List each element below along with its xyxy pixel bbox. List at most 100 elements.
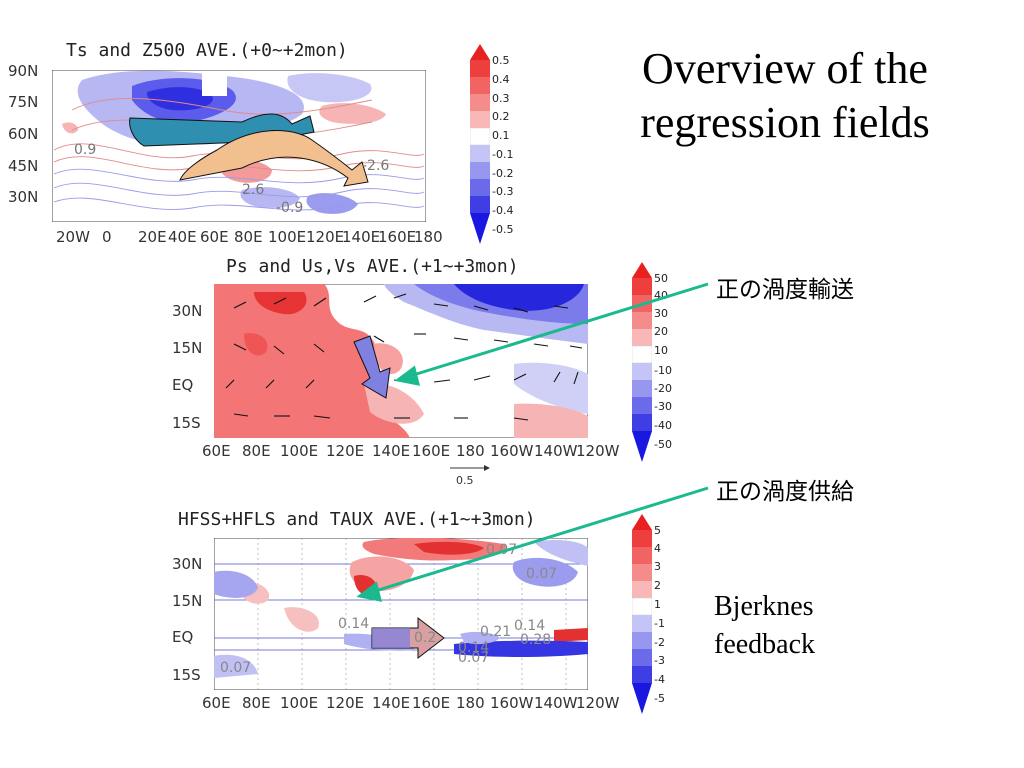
- panel3-ytick: 15S: [172, 666, 201, 684]
- panel2-ytick: 30N: [172, 302, 203, 320]
- panel2-ytick: EQ: [172, 376, 194, 394]
- cb1-tick: -0.2: [492, 167, 514, 180]
- panel2-xtick: 160E: [412, 442, 451, 460]
- panel2-xtick: 140E: [372, 442, 411, 460]
- slide-title-line2: regression fields: [640, 98, 930, 147]
- panel2-xtick: 60E: [202, 442, 231, 460]
- panel1-xtick: 160E: [378, 228, 417, 246]
- panel3-xtick: 140W: [534, 694, 578, 712]
- cb2-tick: -10: [654, 364, 672, 377]
- panel1-colorbar: [470, 44, 490, 244]
- panel2-xtick: 140W: [534, 442, 578, 460]
- cb1-tick: 0.4: [492, 73, 510, 86]
- cb2-tick: 20: [654, 325, 668, 338]
- vorticity-supply-pointer: [356, 486, 709, 602]
- cb3-tick: 3: [654, 560, 661, 573]
- panel3-contour-label: 0.07: [526, 566, 557, 582]
- panel2-xtick: 100E: [280, 442, 319, 460]
- panel3-x-axis: 60E 80E 100E 120E 140E 160E 180 160W 140…: [200, 694, 620, 714]
- cb3-tick: 4: [654, 542, 661, 555]
- cb1-tick: -0.5: [492, 223, 514, 236]
- cb3-tick: 5: [654, 524, 661, 537]
- slide-title: Overview of the regression fields: [590, 42, 980, 150]
- panel2-xtick: 160W: [490, 442, 534, 460]
- cb2-tick: 10: [654, 344, 668, 357]
- panel3-xtick: 140E: [372, 694, 411, 712]
- panel1-xtick: 180: [414, 228, 443, 246]
- panel1-ytick: 60N: [8, 125, 39, 143]
- panel1-ytick: 75N: [8, 93, 39, 111]
- panel2-colorbar: [632, 262, 652, 462]
- panel3-contour-label: 0.07: [220, 660, 251, 676]
- cb2-tick: 50: [654, 272, 668, 285]
- panel3-xtick: 80E: [242, 694, 271, 712]
- cb3-tick: -3: [654, 654, 665, 667]
- cb2-tick: 30: [654, 307, 668, 320]
- cb2-tick: -30: [654, 400, 672, 413]
- panel3-contour-label: 0.14: [458, 640, 489, 656]
- cb3-tick: 1: [654, 598, 661, 611]
- cb1-tick: 0.2: [492, 110, 510, 123]
- panel3-xtick: 60E: [202, 694, 231, 712]
- panel2-xtick: 120E: [326, 442, 365, 460]
- panel1-xtick: 120E: [306, 228, 345, 246]
- panel2-ytick: 15N: [172, 339, 203, 357]
- panel1-contour-label: -0.9: [276, 200, 303, 216]
- cb3-tick: -4: [654, 673, 665, 686]
- panel3-contour-label: 0.07: [458, 650, 489, 666]
- panel3-contour-label: 0.14: [514, 618, 545, 634]
- panel3-contour-label: 0.28: [520, 632, 551, 648]
- vorticity-transport-pointer: [394, 282, 709, 386]
- panel1-contour-label: 2.6: [242, 182, 264, 198]
- panel2-x-axis: 60E 80E 100E 120E 140E 160E 180 160W 140…: [200, 442, 620, 462]
- cb1-tick: 0.5: [492, 54, 510, 67]
- slide-title-line1: Overview of the: [642, 44, 928, 93]
- panel2-xtick: 180: [456, 442, 485, 460]
- bjerknes-feedback-label: Bjerknes feedback: [714, 588, 815, 664]
- panel1-x-axis: 20W 0 20E 40E 60E 80E 100E 120E 140E 160…: [56, 228, 446, 248]
- panel1-map: 0.9 -2.6 2.6 -0.9: [52, 70, 426, 222]
- panel2-xtick: 80E: [242, 442, 271, 460]
- panel2-vector-scale: 0.5: [450, 465, 490, 487]
- panel1-ytick: 90N: [8, 62, 39, 80]
- panel3-xtick: 120W: [576, 694, 620, 712]
- panel1-xtick: 40E: [168, 228, 197, 246]
- panel3-ytick: 15N: [172, 592, 203, 610]
- panel1-xtick: 60E: [200, 228, 229, 246]
- panel3-title: HFSS+HFLS and TAUX AVE.(+1~+3mon): [178, 509, 536, 530]
- panel3-contour-label: 0.21: [480, 624, 511, 640]
- panel1-ytick: 30N: [8, 188, 39, 206]
- bjerknes-line2: feedback: [714, 629, 816, 660]
- panel3-colorbar: [632, 514, 652, 714]
- cb3-tick: -5: [654, 692, 665, 705]
- panel3-contour-label: 0.14: [338, 616, 369, 632]
- panel1-xtick: 140E: [342, 228, 381, 246]
- panel3-contour-label: 0.2: [414, 630, 436, 646]
- panel2-map: [214, 284, 588, 438]
- panel1-xtick: 100E: [268, 228, 307, 246]
- cb1-tick: -0.1: [492, 148, 514, 161]
- panel1-ytick: 45N: [8, 157, 39, 175]
- cb1-tick: -0.4: [492, 204, 514, 217]
- panel2-title: Ps and Us,Vs AVE.(+1~+3mon): [226, 256, 519, 277]
- cb2-tick: -50: [654, 438, 672, 451]
- panel3-xtick: 100E: [280, 694, 319, 712]
- vorticity-transport-label: 正の渦度輸送: [716, 277, 854, 303]
- panel3-map: 0.07 0.07 0.14 0.2 0.21 0.14 0.28 0.14 0…: [214, 538, 588, 690]
- cb1-tick: 0.1: [492, 129, 510, 142]
- panel2-xtick: 120W: [576, 442, 620, 460]
- panel1-xtick: 20W: [56, 228, 90, 246]
- cb1-tick: 0.3: [492, 92, 510, 105]
- bjerknes-line1: Bjerknes: [714, 591, 814, 622]
- panel3-xtick: 160E: [412, 694, 451, 712]
- cb2-tick: -40: [654, 419, 672, 432]
- panel1-contour-label: -2.6: [362, 158, 389, 174]
- panel1-xtick: 20E: [138, 228, 167, 246]
- panel2-ytick: 15S: [172, 414, 201, 432]
- panel1-title: Ts and Z500 AVE.(+0~+2mon): [66, 40, 348, 61]
- cb3-tick: 2: [654, 579, 661, 592]
- cb2-tick: -20: [654, 382, 672, 395]
- panel3-ytick: 30N: [172, 555, 203, 573]
- cb3-tick: -2: [654, 636, 665, 649]
